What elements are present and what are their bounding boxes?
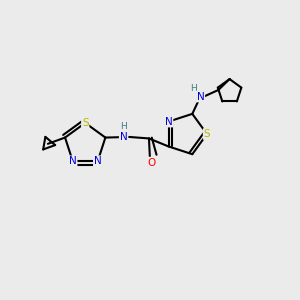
Text: N: N	[196, 92, 204, 101]
Text: O: O	[147, 158, 155, 168]
Text: N: N	[94, 156, 102, 166]
Text: S: S	[82, 118, 88, 128]
Text: N: N	[69, 156, 76, 166]
Text: H: H	[190, 84, 196, 93]
Text: N: N	[120, 132, 128, 142]
Text: S: S	[204, 129, 210, 139]
Text: H: H	[120, 122, 127, 131]
Text: N: N	[165, 117, 172, 127]
